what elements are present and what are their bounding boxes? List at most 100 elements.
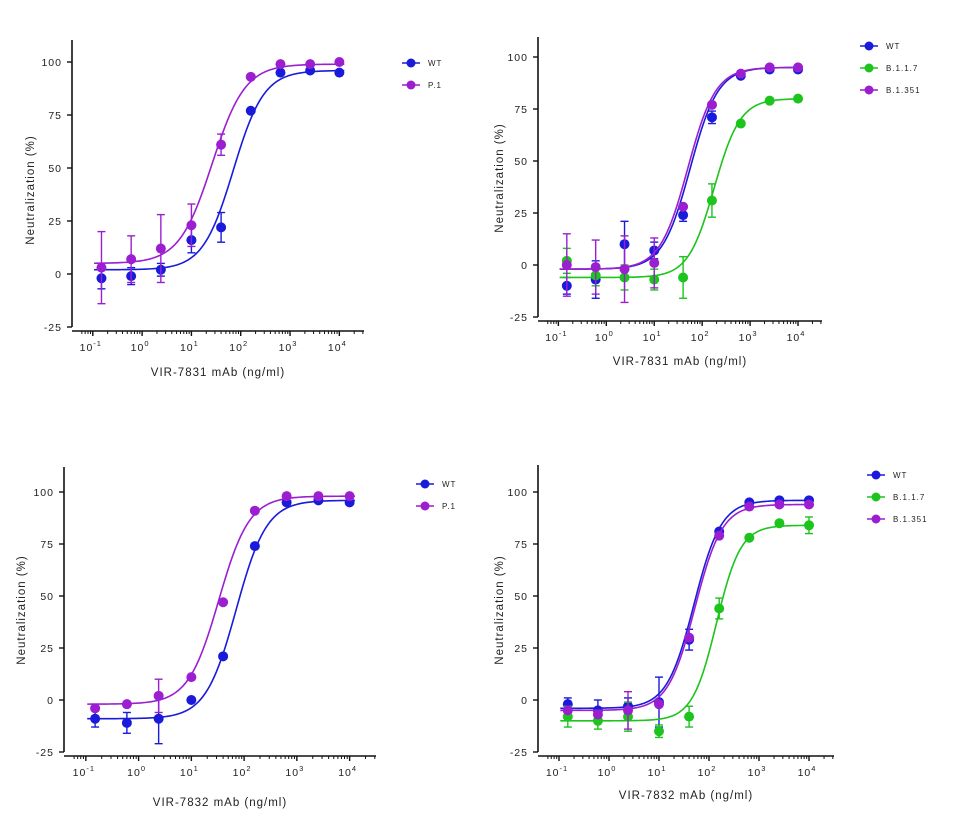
x-tick-exponent: 0 xyxy=(611,764,616,773)
data-point xyxy=(153,713,164,724)
x-tick-label: 100 xyxy=(131,339,150,354)
data-point xyxy=(344,491,355,502)
x-tick-label: 100 xyxy=(598,764,617,779)
data-point xyxy=(744,532,755,543)
y-tick-label: 100 xyxy=(507,487,528,499)
y-tick-label: 50 xyxy=(514,591,528,603)
x-tick-base: 10 xyxy=(798,767,812,779)
data-point xyxy=(126,254,137,265)
data-point xyxy=(245,71,256,82)
data-point xyxy=(245,105,256,116)
data-point xyxy=(121,699,132,710)
x-tick-base: 10 xyxy=(598,767,612,779)
x-tick-exponent: 4 xyxy=(352,764,357,773)
legend-marker xyxy=(864,41,874,51)
x-axis-title: VIR-7832 mAb (ng/ml) xyxy=(619,790,753,802)
x-axis-title: VIR-7832 mAb (ng/ml) xyxy=(153,797,287,809)
x-tick-base: 10 xyxy=(279,342,293,354)
x-tick-label: 100 xyxy=(595,329,614,344)
x-tick-base: 10 xyxy=(338,767,352,779)
data-point xyxy=(706,195,717,206)
x-tick-base: 10 xyxy=(546,767,560,779)
x-tick-base: 10 xyxy=(748,767,762,779)
x-tick-label: 104 xyxy=(798,764,817,779)
x-tick-base: 10 xyxy=(229,342,243,354)
x-tick-label: 10-1 xyxy=(80,339,102,354)
x-tick-exponent: 3 xyxy=(292,339,297,348)
y-axis-title: Neutralization (%) xyxy=(16,555,28,664)
x-tick-exponent: 1 xyxy=(656,329,661,338)
y-tick-label: 50 xyxy=(40,591,54,603)
x-tick-base: 10 xyxy=(180,767,194,779)
x-tick-exponent: 3 xyxy=(761,764,766,773)
legend-label: WT xyxy=(886,42,900,51)
x-tick-exponent: 2 xyxy=(246,764,251,773)
data-point xyxy=(623,705,634,716)
y-tick-label: 25 xyxy=(40,643,54,655)
x-tick-exponent: 0 xyxy=(144,339,149,348)
x-tick-label: 101 xyxy=(643,329,662,344)
x-tick-label: 102 xyxy=(691,329,710,344)
data-point xyxy=(654,699,664,710)
x-tick-base: 10 xyxy=(80,342,94,354)
x-tick-label: 103 xyxy=(748,764,767,779)
data-point xyxy=(714,530,725,541)
legend-marker xyxy=(406,58,416,68)
x-tick-exponent: 3 xyxy=(299,764,304,773)
x-tick-label: 100 xyxy=(127,764,146,779)
y-tick-label: 100 xyxy=(41,57,62,69)
data-point xyxy=(678,210,689,221)
y-tick-label: 0 xyxy=(521,695,528,707)
data-point xyxy=(275,59,286,70)
legend-label: WT xyxy=(428,59,442,68)
data-point xyxy=(186,220,197,231)
data-point xyxy=(305,59,316,70)
data-point xyxy=(249,505,260,516)
x-tick-base: 10 xyxy=(328,342,342,354)
y-tick-label: 75 xyxy=(40,539,54,551)
x-tick-label: 104 xyxy=(338,764,357,779)
legend-label: WT xyxy=(442,480,456,489)
x-tick-base: 10 xyxy=(131,342,145,354)
y-tick-label: 100 xyxy=(507,52,528,64)
x-tick-label: 104 xyxy=(328,339,347,354)
x-tick-label: 10-1 xyxy=(546,764,568,779)
x-tick-label: 103 xyxy=(285,764,304,779)
y-tick-label: 75 xyxy=(48,110,62,122)
x-tick-exponent: 4 xyxy=(342,339,347,348)
legend-marker xyxy=(420,501,430,511)
x-tick-base: 10 xyxy=(739,332,753,344)
y-tick-label: 75 xyxy=(514,104,528,116)
x-tick-label: 101 xyxy=(180,339,199,354)
data-point xyxy=(735,118,746,129)
legend-label: P.1 xyxy=(442,502,456,511)
data-point xyxy=(96,262,107,273)
legend-marker xyxy=(864,85,874,95)
y-tick-label: -25 xyxy=(44,322,62,334)
data-point xyxy=(249,541,260,552)
legend-marker xyxy=(406,80,416,90)
y-tick-label: 50 xyxy=(48,163,62,175)
data-point xyxy=(218,651,229,662)
x-tick-label: 103 xyxy=(739,329,758,344)
y-tick-label: 25 xyxy=(514,208,528,220)
x-tick-exponent: 0 xyxy=(141,764,146,773)
y-tick-label: 75 xyxy=(514,539,528,551)
x-tick-base: 10 xyxy=(691,332,705,344)
data-point xyxy=(619,264,630,275)
data-point xyxy=(649,257,660,268)
data-point xyxy=(804,499,814,510)
x-tick-base: 10 xyxy=(698,767,712,779)
x-tick-base: 10 xyxy=(787,332,801,344)
data-point xyxy=(275,67,286,78)
fit-curve-wt xyxy=(560,499,815,710)
data-point xyxy=(714,603,725,614)
y-axis-title: Neutralization (%) xyxy=(25,135,37,244)
x-tick-exponent: 2 xyxy=(243,339,248,348)
x-tick-exponent: -1 xyxy=(86,764,95,773)
legend-marker xyxy=(871,492,881,502)
x-tick-exponent: 3 xyxy=(752,329,757,338)
x-tick-exponent: 1 xyxy=(661,764,666,773)
legend-label: B.1.351 xyxy=(886,86,921,95)
